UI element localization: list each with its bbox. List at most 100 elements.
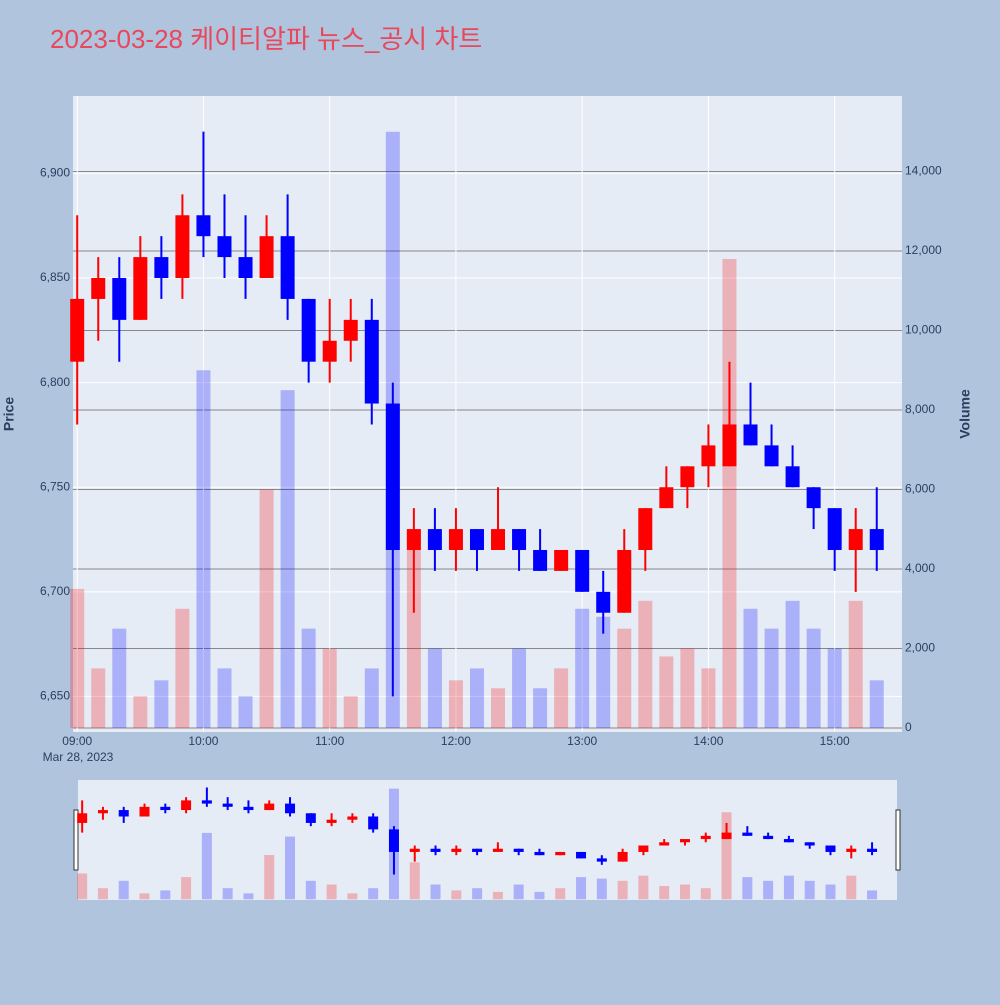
volume-bar	[512, 648, 527, 729]
volume-bar	[806, 628, 821, 729]
slider-volume-bar	[201, 832, 212, 900]
plot-area	[73, 96, 902, 732]
candle-body	[785, 466, 800, 488]
y-tick-label: 6,800	[40, 375, 70, 389]
range-slider[interactable]	[78, 780, 897, 900]
slider-handle-right[interactable]	[895, 809, 901, 871]
slider-volume-bar	[846, 875, 857, 900]
slider-volume-bar	[243, 893, 254, 900]
slider-candle-body	[264, 803, 275, 811]
slider-candle-body	[555, 851, 566, 856]
volume-bar	[701, 668, 716, 729]
y2-tick-label: 12,000	[905, 243, 942, 257]
volume-bar	[133, 696, 148, 729]
candle-body	[764, 445, 779, 467]
candle-body	[575, 549, 590, 592]
y2-tick-label: 10,000	[905, 323, 942, 337]
slider-candle-body	[825, 845, 836, 852]
x-tick-label: 12:00	[441, 734, 471, 748]
x-tick-label: 13:00	[567, 734, 597, 748]
candle-body	[869, 529, 884, 550]
candle-body	[196, 215, 211, 237]
slider-volume-bar	[825, 884, 836, 900]
slider-candle-body	[326, 819, 337, 823]
volume-bar	[238, 696, 253, 729]
candle-body	[491, 529, 506, 550]
slider-volume-bar	[679, 884, 690, 900]
volume-bar	[764, 628, 779, 729]
volume-bar	[154, 680, 169, 729]
candle-body	[91, 278, 106, 299]
slider-candle-body	[867, 848, 878, 852]
volume-bar	[70, 588, 85, 729]
slider-volume-bar	[451, 890, 462, 900]
candle-body	[554, 549, 569, 571]
y2-tick-label: 2,000	[905, 641, 935, 655]
volume-bar	[364, 668, 379, 729]
candle-body	[301, 298, 316, 362]
slider-candle-body	[472, 848, 483, 852]
volume-bar	[848, 600, 863, 729]
volume-bar	[196, 370, 211, 729]
slider-candle-body	[596, 858, 607, 862]
slider-candle-body	[243, 806, 254, 811]
slider-volume-bar	[160, 890, 171, 900]
slider-candle-body	[222, 803, 233, 807]
volume-bar	[743, 608, 758, 729]
candle-body	[259, 236, 274, 279]
y2-tick-label: 0	[905, 720, 912, 734]
slider-volume-bar	[430, 884, 441, 900]
candle-body	[343, 319, 358, 341]
slider-volume-bar	[513, 884, 524, 900]
x-tick-label: 14:00	[693, 734, 723, 748]
slider-candle-body	[659, 842, 670, 846]
y2-tick-label: 4,000	[905, 561, 935, 575]
candle-body	[448, 529, 463, 550]
candle-body	[280, 236, 295, 299]
y-tick-label: 6,850	[40, 270, 70, 284]
slider-volume-bar	[596, 878, 607, 900]
candle-body	[596, 591, 611, 613]
volume-bar	[554, 668, 569, 729]
slider-volume-bar	[326, 884, 337, 900]
slider-volume-bar	[118, 880, 129, 900]
slider-handle-left[interactable]	[73, 809, 79, 871]
slider-volume-bar	[804, 880, 815, 900]
slider-candle-body	[409, 848, 420, 852]
slider-candle-body	[347, 816, 358, 820]
slider-volume-bar	[472, 888, 483, 900]
volume-bar	[175, 608, 190, 729]
slider-candle-body	[305, 813, 316, 823]
slider-volume-bar	[77, 873, 88, 900]
slider-volume-bar	[867, 890, 878, 900]
slider-volume-bar	[139, 893, 150, 900]
x-tick-label: 11:00	[315, 734, 344, 748]
y2-axis-label: Volume	[957, 389, 973, 439]
slider-candle-body	[139, 806, 150, 817]
candle-body	[133, 257, 148, 320]
slider-candle-body	[97, 810, 108, 814]
candle-body	[659, 487, 674, 509]
slider-candle-body	[783, 839, 794, 843]
candle-body	[154, 257, 169, 279]
y-tick-label: 6,750	[40, 479, 70, 493]
candle-body	[680, 466, 695, 488]
volume-bar	[638, 600, 653, 729]
candle-body	[533, 549, 548, 571]
y-tick-label: 6,900	[40, 166, 70, 180]
volume-bar	[217, 668, 232, 729]
y-tick-label: 6,650	[40, 689, 70, 703]
candle-body	[406, 529, 421, 550]
slider-candle-body	[679, 839, 690, 843]
slider-candle-body	[763, 835, 774, 840]
volume-bar	[343, 696, 358, 729]
x-tick-label: 15:00	[820, 734, 850, 748]
volume-bar	[259, 489, 274, 729]
candle-body	[617, 549, 632, 613]
candle-body	[364, 319, 379, 404]
slider-volume-bar	[305, 880, 316, 900]
slider-candle-body	[700, 835, 711, 840]
slider-candle-body	[846, 848, 857, 852]
slider-candle-body	[638, 845, 649, 852]
